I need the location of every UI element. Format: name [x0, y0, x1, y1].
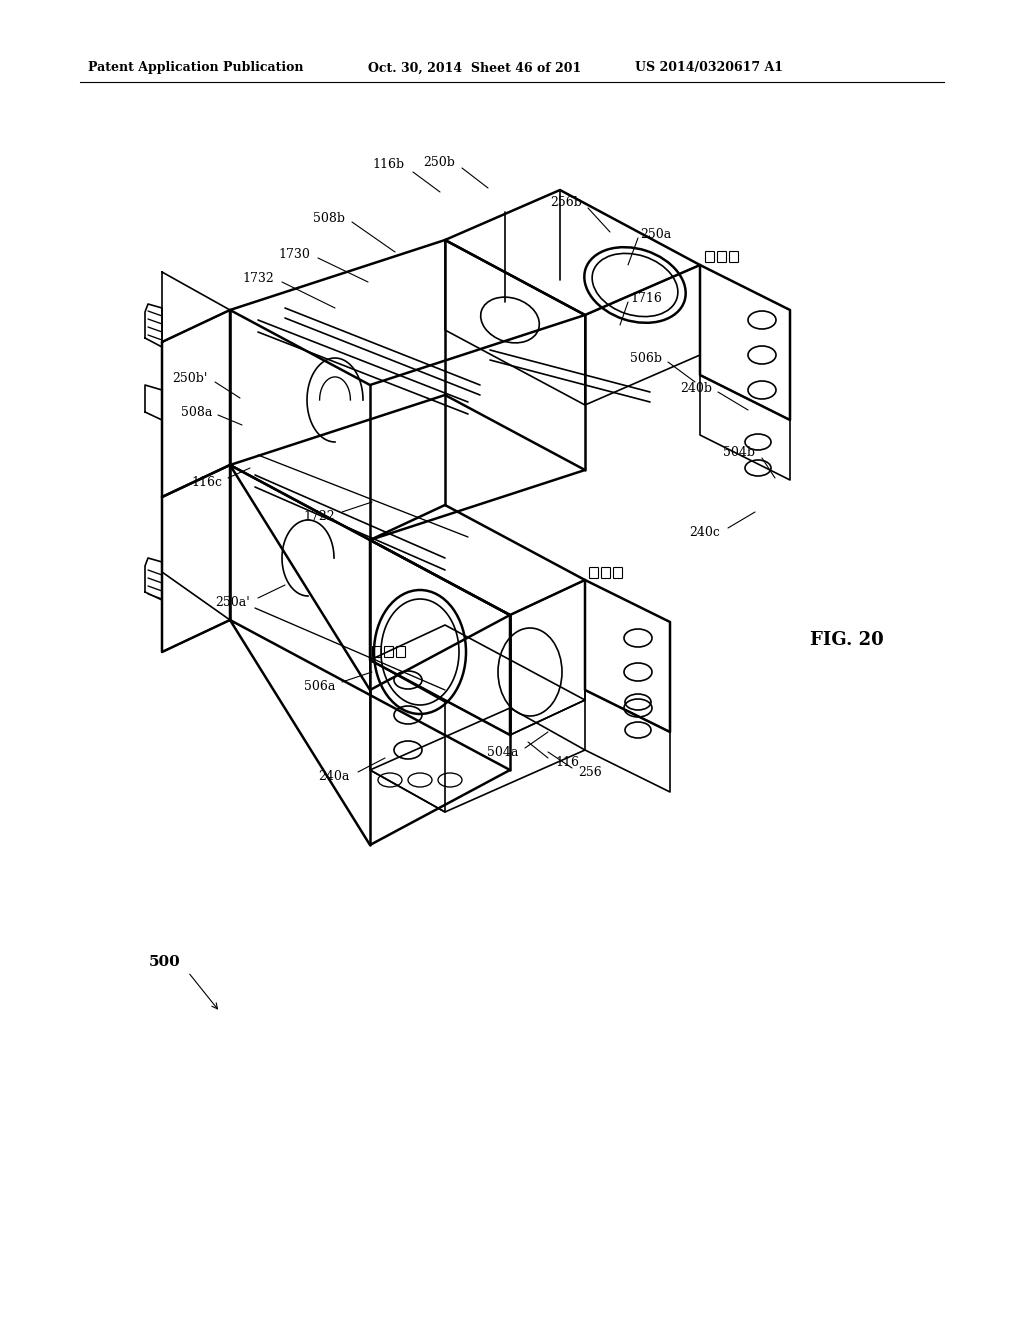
Text: Patent Application Publication: Patent Application Publication [88, 62, 303, 74]
Text: 506b: 506b [630, 351, 662, 364]
Text: 240a: 240a [318, 770, 350, 783]
Text: 506a: 506a [304, 680, 335, 693]
Text: 256: 256 [578, 766, 602, 779]
Text: 240c: 240c [689, 525, 720, 539]
Text: 1730: 1730 [279, 248, 310, 260]
Text: 1732: 1732 [243, 272, 274, 285]
Text: US 2014/0320617 A1: US 2014/0320617 A1 [635, 62, 783, 74]
Text: 508b: 508b [313, 211, 345, 224]
Text: 240b: 240b [680, 381, 712, 395]
Text: 250b': 250b' [173, 371, 208, 384]
Text: 508a: 508a [180, 405, 212, 418]
Text: 250a: 250a [640, 227, 672, 240]
Text: 500: 500 [150, 954, 181, 969]
Text: 250b: 250b [423, 156, 455, 169]
Text: 1716: 1716 [630, 292, 662, 305]
Text: 116: 116 [555, 755, 579, 768]
Text: FIG. 20: FIG. 20 [810, 631, 884, 649]
Text: 116c: 116c [191, 475, 222, 488]
Text: Oct. 30, 2014  Sheet 46 of 201: Oct. 30, 2014 Sheet 46 of 201 [368, 62, 582, 74]
Text: 1722: 1722 [303, 510, 335, 523]
Text: 504b: 504b [723, 446, 755, 458]
Text: 504a: 504a [486, 746, 518, 759]
Text: 250a': 250a' [215, 595, 250, 609]
Text: 116b: 116b [373, 158, 406, 172]
Text: 256b: 256b [550, 195, 582, 209]
